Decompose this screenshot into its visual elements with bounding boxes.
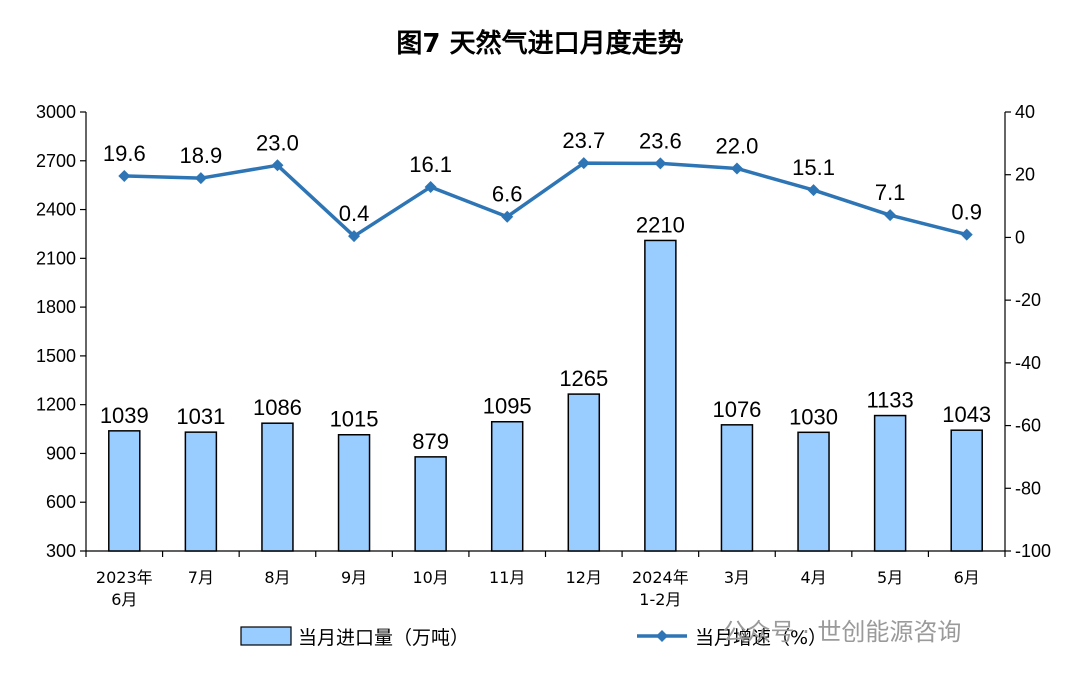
watermark-text: 公众号 · 世创能源咨询 <box>723 618 962 646</box>
x-tick-label: 2023年 <box>96 568 153 587</box>
x-tick-label: 12月 <box>566 568 602 587</box>
line-series: 19.6 18.9 23.0 0.4 16.1 6.6 23.7 23.6 22.0 15.1 7.… <box>103 128 982 243</box>
y-left-tick-label: 300 <box>46 541 76 561</box>
line-point <box>424 180 437 193</box>
bar <box>108 430 141 552</box>
bar-data-label: 1043 <box>942 402 991 427</box>
bar <box>797 431 830 552</box>
legend-bar-label: 当月进口量（万吨） <box>298 627 469 649</box>
line-data-label: 0.9 <box>951 200 982 225</box>
bar <box>337 433 371 552</box>
line-point <box>501 210 514 223</box>
x-tick-label: 6月 <box>954 568 980 587</box>
bar-data-label: 1095 <box>483 394 532 419</box>
bar-data-label: 1030 <box>789 404 838 429</box>
line-path <box>124 161 968 238</box>
bar-data-label: 1133 <box>866 388 913 413</box>
line-point <box>654 157 667 170</box>
bar-data-label: 1039 <box>100 403 149 428</box>
bar <box>567 393 601 552</box>
x-tick-label: 8月 <box>264 568 290 587</box>
line-point <box>884 209 897 222</box>
line-point <box>194 172 207 185</box>
line-data-label: 23.6 <box>639 128 682 153</box>
legend: 当月进口量（万吨） 当月增速（%） <box>240 626 827 649</box>
y-right-tick-label: -80 <box>1015 478 1041 498</box>
line-data-label: 18.9 <box>179 143 222 168</box>
axes: 300 600 900 1200 1500 1800 2100 2400 2700 3000 -10… <box>36 102 1051 609</box>
line-data-label: 0.4 <box>339 201 370 226</box>
bar-data-label: 1086 <box>253 395 302 420</box>
line-point <box>348 230 361 243</box>
line-point <box>960 228 973 241</box>
bar-data-label: 1076 <box>712 397 761 422</box>
x-tick-label: 7月 <box>188 568 214 587</box>
line-data-label: 19.6 <box>103 141 146 166</box>
y-right-tick-label: 40 <box>1015 102 1035 122</box>
y-right-tick-label: -100 <box>1015 541 1051 561</box>
y-left-tick-label: 1800 <box>36 297 76 317</box>
y-left-tick-label: 1500 <box>36 346 76 366</box>
x-tick-label: 1-2月 <box>639 590 681 609</box>
line-data-label: 7.1 <box>875 180 906 205</box>
y-left-tick-label: 2100 <box>36 248 76 268</box>
y-left-tick-label: 3000 <box>36 102 76 122</box>
y-right-tick-label: -20 <box>1015 290 1041 310</box>
x-tick-label: 5月 <box>877 568 903 587</box>
x-tick-label: 2024年 <box>632 568 689 587</box>
line-data-label: 16.1 <box>409 152 452 177</box>
y-right-tick-label: -40 <box>1015 353 1041 373</box>
x-tick-label: 4月 <box>800 568 826 587</box>
line-point <box>577 157 590 170</box>
bar <box>644 239 677 552</box>
y-right-tick-label: 0 <box>1015 227 1025 247</box>
x-tick-label: 3月 <box>724 568 750 587</box>
bar <box>720 424 754 552</box>
x-tick-label: 11月 <box>489 568 525 587</box>
bar <box>261 422 294 552</box>
y-left-tick-label: 2400 <box>36 200 76 220</box>
bar <box>414 456 447 552</box>
y-right-tick-label: -60 <box>1015 416 1041 436</box>
bar-data-label: 2210 <box>636 212 685 237</box>
y-left-tick-label: 1200 <box>36 395 76 415</box>
line-data-label: 23.7 <box>562 128 605 153</box>
x-tick-label: 6月 <box>111 590 137 609</box>
x-tick-label: 10月 <box>412 568 448 587</box>
legend-line-marker <box>656 630 668 642</box>
line-point <box>118 169 131 182</box>
line-data-label: 22.0 <box>716 133 759 158</box>
bar <box>873 414 907 552</box>
bar-data-label: 1015 <box>330 407 379 432</box>
bar-data-label: 1265 <box>559 366 608 391</box>
bar-series: 1039 1031 1086 1015 879 1095 1265 2210 1076 1030 1… <box>100 212 991 552</box>
y-left-tick-label: 900 <box>46 443 76 463</box>
y-left-tick-label: 2700 <box>36 151 76 171</box>
bar-data-label: 879 <box>412 429 449 454</box>
line-point <box>730 162 743 175</box>
line-data-label: 6.6 <box>492 182 523 207</box>
y-left-tick-label: 600 <box>46 492 76 512</box>
bar-data-label: 1031 <box>176 404 225 429</box>
line-data-label: 23.0 <box>256 130 299 155</box>
bar <box>184 431 218 552</box>
y-right-tick-label: 20 <box>1015 165 1035 185</box>
x-tick-label: 9月 <box>341 568 367 587</box>
line-point <box>271 159 284 172</box>
legend-bar-swatch <box>240 626 292 646</box>
legend-line-label: 当月增速（%） <box>695 627 827 649</box>
line-data-label: 15.1 <box>792 155 835 180</box>
chart-title: 图7 天然气进口月度走势 <box>396 28 683 59</box>
bar <box>950 429 983 552</box>
line-point <box>807 184 820 197</box>
bar <box>490 420 524 552</box>
